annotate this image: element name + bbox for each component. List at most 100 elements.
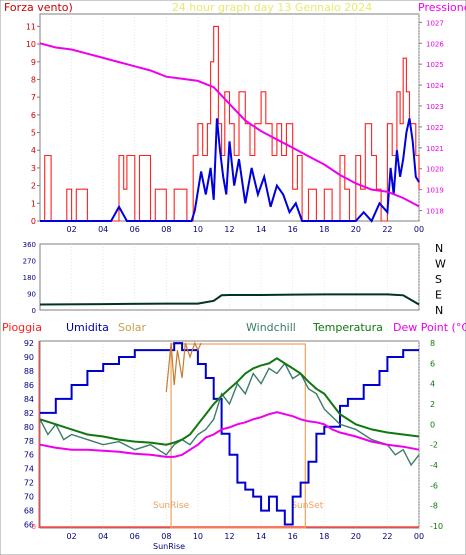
dewpoint-series xyxy=(39,411,420,458)
x-tick-label: 06 xyxy=(130,532,140,541)
wind-pressure-panel: 02 04 06 08 10 12 14 16 18 20 22 000123456789101110… xyxy=(26,13,444,234)
pressure-tick-label: 1026 xyxy=(426,40,444,48)
temperature-tick-label: -10 xyxy=(430,522,443,531)
dewpoint-label: Dew Point (°C) xyxy=(393,321,466,334)
compass-label: N xyxy=(435,242,443,255)
pressure-tick-label: 1020 xyxy=(426,166,444,174)
x-tick-label: 14 xyxy=(256,225,266,234)
x-tick-label: 02 xyxy=(66,225,76,234)
wind-tick-label: 4 xyxy=(31,146,36,155)
temperature-label: Temperatura xyxy=(312,321,383,334)
pressure-tick-label: 1021 xyxy=(426,145,444,153)
pressure-axis-label: Pressione xyxy=(418,1,466,14)
rain-tick-label: 0 xyxy=(32,523,36,531)
sunset-label: SunSet xyxy=(291,501,323,511)
humidity-tick-label: 88 xyxy=(24,367,34,376)
humidity-tick-label: 72 xyxy=(24,479,34,488)
pressure-tick-label: 1022 xyxy=(426,124,444,132)
humidity-tick-label: 92 xyxy=(24,339,34,348)
direction-tick-label: 270 xyxy=(23,258,36,266)
compass-label: W xyxy=(435,258,446,271)
chart-title: 24 hour graph day 13 Gennaio 2024 xyxy=(172,1,372,14)
pressure-series xyxy=(39,42,420,208)
x-tick-label: 10 xyxy=(193,225,203,234)
rain-label: Pioggia xyxy=(2,321,42,334)
temperature-tick-label: -8 xyxy=(430,502,438,511)
x-tick-label: 22 xyxy=(382,532,392,541)
wind-tick-label: 8 xyxy=(31,75,36,84)
x-tick-label: 12 xyxy=(224,225,234,234)
temperature-tick-label: -6 xyxy=(430,481,438,490)
humidity-series xyxy=(40,342,419,526)
x-tick-label: 12 xyxy=(224,532,234,541)
wind-tick-label: 1 xyxy=(31,199,36,208)
x-tick-label: 18 xyxy=(319,532,329,541)
direction-tick-label: 180 xyxy=(23,274,36,282)
x-tick-label: 08 xyxy=(161,532,171,541)
humidity-tick-label: 90 xyxy=(24,353,34,362)
pressure-tick-label: 1023 xyxy=(426,103,444,111)
x-tick-label: 22 xyxy=(382,225,392,234)
humidity-tick-label: 80 xyxy=(24,423,34,432)
x-tick-label: 08 xyxy=(161,225,171,234)
temperature-tick-label: -4 xyxy=(430,461,438,470)
pressure-tick-label: 1027 xyxy=(426,19,444,27)
x-tick-label: 06 xyxy=(130,225,140,234)
sunrise-axis-label: SunRise xyxy=(153,542,185,551)
sunrise-label: SunRise xyxy=(153,501,190,511)
x-tick-label: 16 xyxy=(288,532,298,541)
x-tick-label: 14 xyxy=(256,532,266,541)
wind-tick-label: 6 xyxy=(31,111,36,120)
humidity-tick-label: 78 xyxy=(24,437,34,446)
temperature-tick-label: 2 xyxy=(430,400,435,409)
humidity-tick-label: 74 xyxy=(24,465,34,474)
x-tick-label: 20 xyxy=(351,225,361,234)
x-tick-label: 16 xyxy=(288,225,298,234)
temperature-tick-label: -2 xyxy=(430,441,438,450)
x-tick-label: 10 xyxy=(193,532,203,541)
wind-tick-label: 0 xyxy=(31,217,36,226)
x-tick-label: 02 xyxy=(66,532,76,541)
temperature-tick-label: 8 xyxy=(430,339,435,348)
humidity-label: Umidita xyxy=(66,321,109,334)
temperature-tick-label: 0 xyxy=(430,420,435,429)
direction-tick-label: 90 xyxy=(27,291,36,299)
temperature-tick-label: 4 xyxy=(430,380,435,389)
wind-tick-label: 7 xyxy=(31,93,36,102)
pressure-tick-label: 1019 xyxy=(426,187,444,195)
compass-label: S xyxy=(435,273,442,286)
x-tick-label: 18 xyxy=(319,225,329,234)
wind-direction-series xyxy=(39,293,420,306)
direction-tick-label: 0 xyxy=(32,307,36,315)
direction-tick-label: 360 xyxy=(23,241,36,249)
pressure-tick-label: 1025 xyxy=(426,61,444,69)
wind-tick-label: 9 xyxy=(31,58,36,67)
wind-speed-series xyxy=(40,25,420,222)
humidity-tick-label: 76 xyxy=(24,451,34,460)
temperature-series xyxy=(39,357,420,446)
wind-tick-label: 5 xyxy=(31,129,36,138)
wind-tick-label: 3 xyxy=(31,164,36,173)
humidity-tick-label: 86 xyxy=(24,381,34,390)
humidity-tick-label: 82 xyxy=(24,409,34,418)
wind-tick-label: 11 xyxy=(26,22,36,31)
wind-average-series xyxy=(40,118,420,223)
humidity-tick-label: 84 xyxy=(24,395,34,404)
windchill-series xyxy=(39,362,420,467)
x-tick-label: 00 xyxy=(414,225,424,234)
wind-axis-label: Forza vento) xyxy=(4,1,73,14)
x-tick-label: 00 xyxy=(414,532,424,541)
weather-panel: 02 04 06 08 10 12 14 16 18 20 22 006668707274767880… xyxy=(24,339,443,551)
solar-label: Solar xyxy=(118,321,147,334)
humidity-tick-label: 70 xyxy=(24,493,34,502)
x-tick-label: 20 xyxy=(351,532,361,541)
wind-tick-label: 10 xyxy=(26,40,36,49)
compass-label: N xyxy=(435,304,443,317)
pressure-tick-label: 1018 xyxy=(426,208,444,216)
pressure-tick-label: 1024 xyxy=(426,82,444,90)
x-tick-label: 04 xyxy=(98,225,108,234)
humidity-tick-label: 68 xyxy=(24,507,34,516)
temperature-tick-label: 6 xyxy=(430,359,435,368)
x-tick-label: 04 xyxy=(98,532,108,541)
